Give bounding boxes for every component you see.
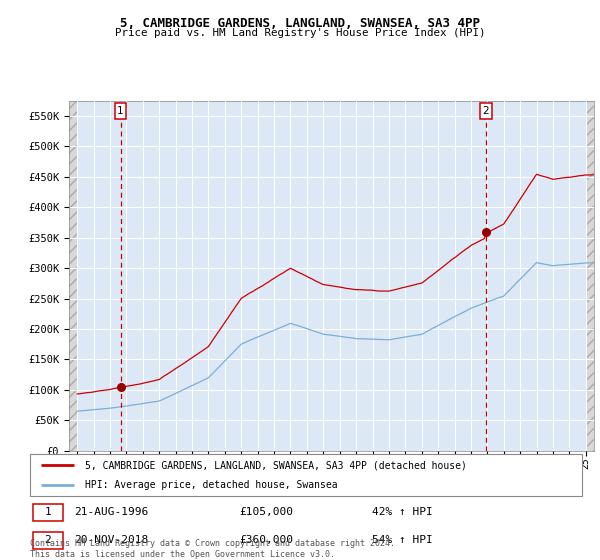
Text: Price paid vs. HM Land Registry's House Price Index (HPI): Price paid vs. HM Land Registry's House … bbox=[115, 28, 485, 38]
Text: 2: 2 bbox=[482, 106, 489, 116]
FancyBboxPatch shape bbox=[33, 532, 63, 549]
Text: 5, CAMBRIDGE GARDENS, LANGLAND, SWANSEA, SA3 4PP (detached house): 5, CAMBRIDGE GARDENS, LANGLAND, SWANSEA,… bbox=[85, 460, 467, 470]
Text: £360,000: £360,000 bbox=[240, 535, 294, 545]
Text: 5, CAMBRIDGE GARDENS, LANGLAND, SWANSEA, SA3 4PP: 5, CAMBRIDGE GARDENS, LANGLAND, SWANSEA,… bbox=[120, 17, 480, 30]
Point bbox=[481, 227, 491, 236]
Bar bbox=[586, 86, 594, 451]
Text: 1: 1 bbox=[117, 106, 124, 116]
Text: 20-NOV-2018: 20-NOV-2018 bbox=[74, 535, 148, 545]
FancyBboxPatch shape bbox=[33, 504, 63, 521]
Text: HPI: Average price, detached house, Swansea: HPI: Average price, detached house, Swan… bbox=[85, 480, 338, 490]
Bar bbox=[69, 86, 77, 451]
Point bbox=[116, 382, 125, 391]
Text: 21-AUG-1996: 21-AUG-1996 bbox=[74, 507, 148, 517]
FancyBboxPatch shape bbox=[30, 454, 582, 496]
Text: 42% ↑ HPI: 42% ↑ HPI bbox=[372, 507, 433, 517]
Text: 2: 2 bbox=[44, 535, 52, 545]
Text: 54% ↑ HPI: 54% ↑ HPI bbox=[372, 535, 433, 545]
Text: 1: 1 bbox=[44, 507, 52, 517]
Text: Contains HM Land Registry data © Crown copyright and database right 2024.
This d: Contains HM Land Registry data © Crown c… bbox=[30, 539, 395, 559]
Text: £105,000: £105,000 bbox=[240, 507, 294, 517]
